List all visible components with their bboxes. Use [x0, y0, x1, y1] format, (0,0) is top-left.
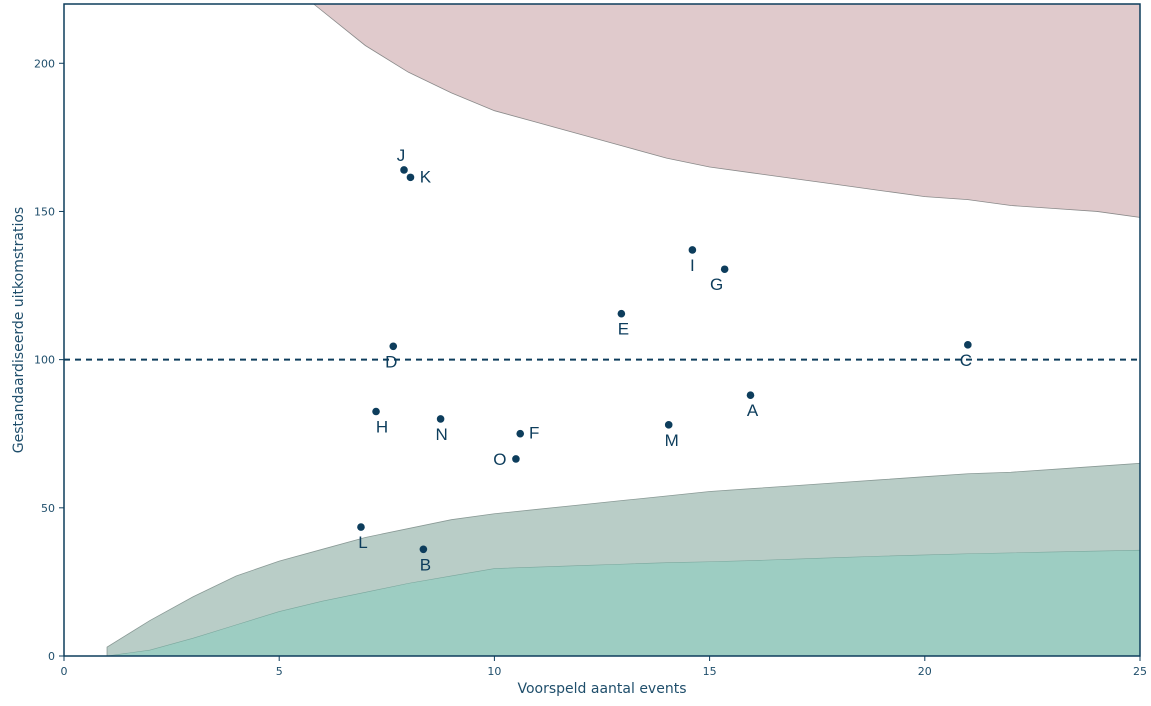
point-label-g: G [710, 275, 723, 294]
x-tick-label: 25 [1133, 665, 1147, 678]
x-axis-title: Voorspeld aantal events [517, 681, 686, 697]
x-tick-label: 15 [703, 665, 717, 678]
confidence-bands [106, 3, 1141, 657]
point-label-j: J [397, 146, 406, 165]
data-point-g [720, 265, 729, 274]
point-label-o: O [493, 450, 506, 469]
y-tick-label: 100 [34, 354, 55, 367]
point-label-i: I [690, 256, 695, 275]
point-label-d: D [385, 352, 397, 371]
data-points: A B C D E F G H I JK L M N O [357, 146, 972, 574]
x-tick-label: 20 [918, 665, 932, 678]
point-label-k: K [420, 167, 432, 186]
data-point-d [389, 342, 398, 351]
data-point-n [436, 415, 445, 423]
data-point-e [617, 309, 626, 318]
data-point-i [688, 246, 697, 254]
point-label-e: E [618, 320, 629, 339]
y-tick-label: 50 [41, 502, 55, 515]
y-axis-title: Gestandaardiseerde uitkomstratios [11, 207, 27, 453]
y-tick-label: 150 [34, 205, 55, 218]
y-tick-label: 200 [34, 57, 55, 70]
axes [63, 3, 1141, 657]
data-point-m [664, 421, 673, 429]
data-point-c [964, 341, 972, 349]
point-label-b: B [420, 555, 431, 574]
data-point-b [419, 545, 428, 554]
point-label-m: M [665, 431, 679, 450]
point-label-a: A [747, 401, 759, 420]
data-point-j [400, 166, 408, 174]
plot-frame [63, 3, 1141, 657]
data-point-h [372, 407, 380, 416]
data-point-k [406, 173, 415, 182]
data-point-a [746, 391, 755, 400]
point-label-h: H [376, 418, 388, 437]
data-point-f [516, 429, 525, 438]
point-label-l: L [358, 533, 367, 552]
y-axis-ticks: 0 50 100 150 200 [34, 57, 64, 663]
point-label-n: N [435, 425, 447, 444]
point-label-c: C [960, 351, 972, 370]
point-label-f: F [529, 424, 539, 443]
x-axis-ticks: 0 5 10 15 20 25 [61, 656, 1147, 678]
upper-band [312, 3, 1141, 218]
data-point-l [357, 523, 365, 531]
x-tick-label: 0 [61, 665, 68, 678]
x-tick-label: 10 [487, 665, 501, 678]
x-tick-label: 5 [276, 665, 283, 678]
y-tick-label: 0 [48, 650, 55, 663]
inner-lower-band [106, 549, 1141, 657]
data-point-o [512, 455, 520, 463]
